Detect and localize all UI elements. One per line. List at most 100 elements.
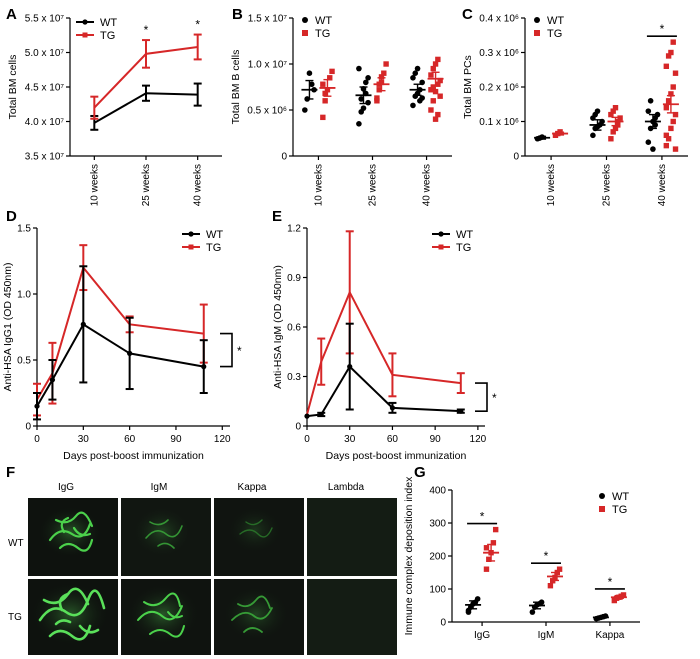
B-tg-point bbox=[435, 56, 441, 63]
C-wt-point bbox=[645, 108, 652, 114]
legend-b-tg: TG bbox=[315, 28, 330, 40]
C-significance-star: * bbox=[660, 22, 665, 36]
C-tg-point bbox=[668, 49, 674, 56]
B-tg-point bbox=[428, 87, 434, 93]
micrograph-tg-lambda bbox=[307, 579, 397, 655]
micro-stain-wt-igg bbox=[48, 511, 94, 552]
G-x-tick-label: IgM bbox=[538, 630, 555, 641]
legend-c-wt: WT bbox=[547, 15, 564, 27]
B-tg-point bbox=[374, 98, 380, 104]
E-x-tick-label: 120 bbox=[470, 434, 487, 445]
D-wt-point bbox=[201, 364, 207, 370]
legend-a-wt: WT bbox=[100, 17, 117, 29]
B-y-tick-label: 1.5 x 10⁷ bbox=[248, 14, 288, 25]
G-y-tick-label: 200 bbox=[429, 552, 446, 563]
G-y-tick-label: 0 bbox=[440, 618, 446, 629]
B-tg-point bbox=[437, 93, 443, 99]
D-tg-series-line bbox=[36, 265, 204, 401]
C-wt-point bbox=[652, 122, 659, 128]
C-y-axis-label: Total BM PCs bbox=[462, 55, 474, 119]
micrograph-grid: IgG IgM Kappa Lambda WT TG bbox=[8, 482, 397, 655]
D-x-axis-label: Days post-boost immunization bbox=[63, 450, 204, 462]
B-y-tick-label: 0 bbox=[281, 152, 287, 163]
C-y-tick-label: 0.2 x 10⁶ bbox=[479, 83, 519, 94]
G-tg-point bbox=[547, 583, 554, 589]
legend-d-tg: TG bbox=[206, 242, 221, 254]
D-y-tick-label: 0 bbox=[25, 422, 31, 433]
E-x-tick-label: 0 bbox=[304, 434, 310, 445]
D-x-tick-label: 0 bbox=[34, 434, 40, 445]
C-wt-point bbox=[647, 98, 654, 104]
G-x-tick-label: IgG bbox=[474, 630, 490, 641]
A-significance-star: * bbox=[144, 23, 149, 37]
G-tg-point bbox=[620, 592, 627, 598]
B-tg-point bbox=[432, 88, 439, 95]
B-tg-point bbox=[430, 98, 436, 104]
B-tg-point bbox=[435, 111, 441, 118]
C-x-tick-label: 25 weeks bbox=[602, 164, 613, 206]
G-y-tick-label: 300 bbox=[429, 519, 446, 530]
G-legend-tg-marker bbox=[599, 506, 605, 512]
D-significance-star: * bbox=[237, 344, 242, 358]
micro-row-wt: WT bbox=[8, 538, 24, 549]
legend-b-wt: WT bbox=[315, 15, 332, 27]
panel-letter-g: G bbox=[414, 464, 426, 481]
D-wt-point bbox=[34, 403, 40, 409]
panel-letter-c: C bbox=[462, 6, 473, 23]
B-tg-point bbox=[320, 114, 326, 121]
micro-glow-tg-kappa bbox=[222, 586, 290, 642]
C-tg-point bbox=[672, 70, 679, 76]
G-legend-wt-marker bbox=[599, 493, 605, 499]
D-legend-tg-marker bbox=[188, 244, 194, 250]
C-tg-point bbox=[663, 63, 670, 69]
B-wt-point bbox=[358, 109, 365, 115]
B-wt-point bbox=[412, 70, 419, 76]
C-legend-wt-marker bbox=[534, 17, 540, 23]
panel-letter-a: A bbox=[6, 6, 17, 23]
legend-e-wt: WT bbox=[456, 229, 473, 241]
legend-e-tg: TG bbox=[456, 242, 471, 254]
B-tg-point bbox=[320, 81, 326, 87]
C-tg-point bbox=[668, 91, 674, 97]
E-legend-tg-marker bbox=[438, 244, 444, 250]
E-x-tick-label: 30 bbox=[344, 434, 356, 445]
D-y-tick-label: 1.0 bbox=[17, 290, 31, 301]
B-wt-point bbox=[365, 99, 371, 106]
C-tg-point bbox=[612, 125, 619, 132]
chart-b: 0 0.5 x 10⁶ 1.0 x 10⁷ 1.5 x 10⁷ Total BM B c… bbox=[230, 14, 452, 206]
B-tg-point bbox=[432, 61, 439, 67]
C-wt-point bbox=[645, 139, 652, 145]
C-tg-point bbox=[608, 136, 614, 142]
panel-letter-b: B bbox=[232, 6, 243, 23]
chart-g: 0 100 200 300 400 Immune complex deposition i… bbox=[403, 476, 640, 641]
G-tg-point bbox=[490, 540, 497, 546]
G-tg-point bbox=[483, 566, 490, 572]
E-significance-star: * bbox=[492, 391, 497, 405]
C-tg-point bbox=[610, 129, 616, 135]
A-y-axis-label: Total BM cells bbox=[7, 55, 19, 120]
D-wt-point bbox=[80, 321, 86, 327]
B-legend-wt-marker bbox=[302, 17, 308, 23]
B-tg-point bbox=[383, 61, 389, 67]
D-x-tick-label: 90 bbox=[170, 434, 182, 445]
micro-stain-tg-kappa bbox=[231, 595, 273, 633]
B-tg-point bbox=[437, 77, 443, 84]
E-y-tick-label: 0.3 bbox=[287, 372, 301, 383]
chart-c: 0 0.1 x 10⁶ 0.2 x 10⁶ 0.3 x 10⁶ 0.4 x 10⁶ Tot… bbox=[462, 14, 688, 206]
legend-g-tg: TG bbox=[612, 504, 627, 516]
panel-letter-e: E bbox=[272, 208, 282, 225]
C-y-tick-label: 0 bbox=[513, 152, 519, 163]
C-tg-point bbox=[665, 53, 672, 59]
B-wt-point bbox=[308, 81, 315, 88]
B-legend-tg-marker bbox=[302, 30, 308, 36]
micro-row-tg: TG bbox=[8, 612, 22, 623]
G-significance-star: * bbox=[480, 510, 485, 524]
B-wt-point bbox=[302, 107, 308, 113]
B-tg-point bbox=[378, 74, 385, 80]
micro-stain-tg-igg bbox=[38, 587, 106, 641]
micro-col-kappa: Kappa bbox=[238, 482, 267, 493]
C-tg-point bbox=[665, 136, 672, 142]
B-x-tick-label: 25 weeks bbox=[368, 164, 379, 206]
A-y-tick-label: 4.0 x 10⁷ bbox=[25, 117, 65, 128]
